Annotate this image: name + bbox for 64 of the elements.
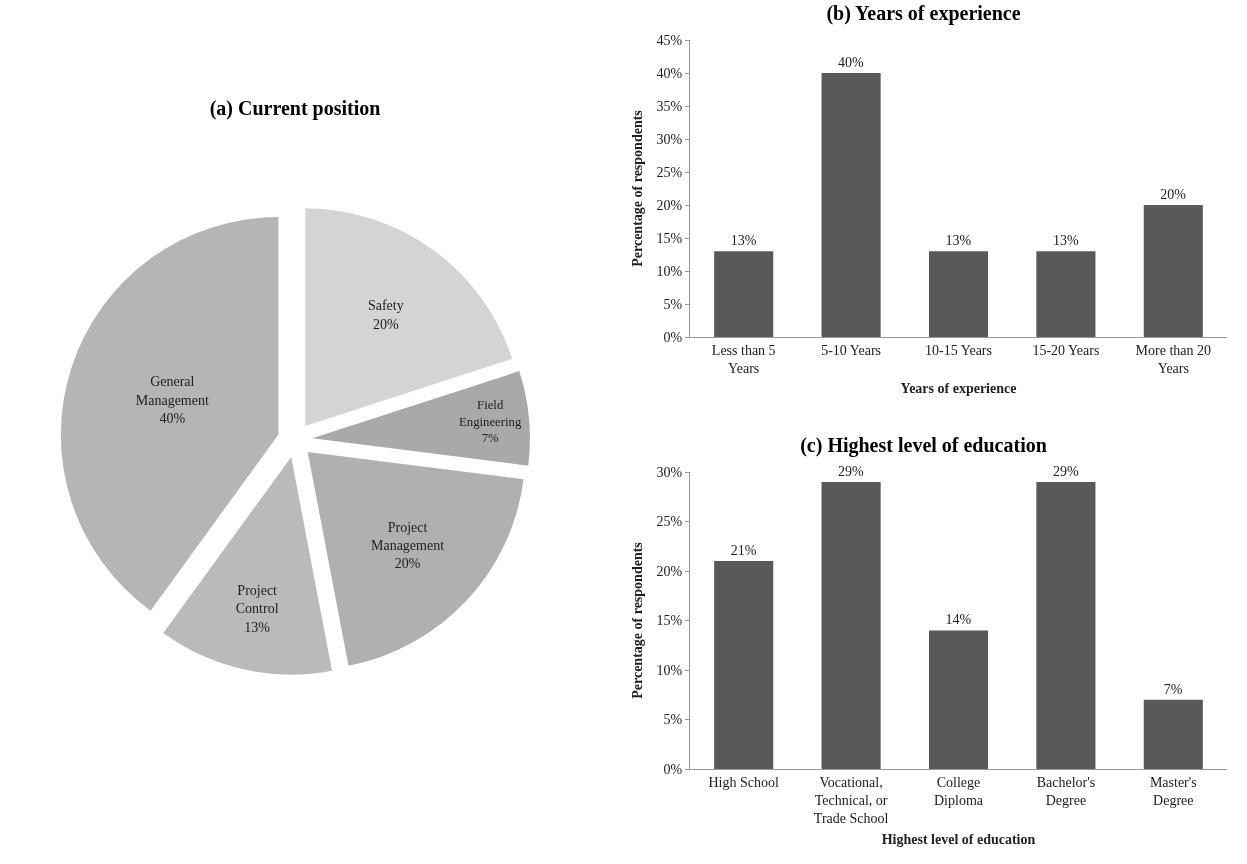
- x-tick-label: Less than 5 Years: [711, 342, 776, 376]
- bar: [714, 561, 774, 769]
- data-label: 29%: [838, 463, 865, 479]
- bar: [714, 251, 774, 337]
- bar: [928, 251, 989, 337]
- y-tick-label: 15%: [656, 230, 683, 246]
- y-tick-label: 5%: [663, 296, 683, 312]
- y-tick-label: 10%: [656, 662, 683, 678]
- y-tick-label: 35%: [656, 98, 683, 114]
- slice-label: Field Engineering: [459, 398, 522, 429]
- slice-label: Project Control: [235, 583, 279, 617]
- bar: [1036, 251, 1096, 337]
- chart-title: (c) Highest level of education: [800, 434, 1047, 458]
- data-label: 7%: [481, 431, 500, 446]
- bar: [1143, 205, 1203, 337]
- slice-label: Safety: [367, 298, 404, 314]
- y-tick-label: 0%: [663, 761, 683, 777]
- x-tick-label: More than 20 Years: [1135, 342, 1212, 376]
- y-tick-label: 15%: [656, 613, 683, 629]
- data-label: 29%: [1052, 463, 1079, 479]
- data-label: 13%: [1052, 233, 1079, 249]
- data-label: 7%: [1163, 681, 1183, 697]
- bar: [821, 481, 881, 769]
- y-tick-label: 10%: [656, 263, 683, 279]
- data-label: 13%: [730, 233, 757, 249]
- slice-label: Project Management: [370, 520, 445, 554]
- data-label: 13%: [244, 619, 271, 635]
- bar: [1036, 481, 1096, 769]
- y-tick-label: 40%: [656, 65, 683, 81]
- y-tick-label: 20%: [656, 197, 683, 213]
- y-tick-label: 5%: [663, 712, 683, 728]
- data-label: 20%: [372, 316, 399, 332]
- y-tick-label: 25%: [656, 164, 683, 180]
- data-label: 14%: [945, 612, 972, 628]
- chart-title: (b) Years of experience: [826, 2, 1021, 26]
- y-tick-label: 0%: [663, 329, 683, 345]
- bar: [928, 630, 989, 769]
- bar: [1143, 699, 1203, 769]
- data-label: 21%: [730, 543, 757, 559]
- x-tick-label: College Diploma: [934, 774, 984, 808]
- y-tick-label: 30%: [656, 131, 683, 147]
- x-axis-title: Highest level of education: [881, 831, 1036, 847]
- data-label: 40%: [159, 410, 186, 426]
- y-axis-title: Percentage of respondents: [630, 541, 646, 699]
- x-tick-label: Bachelor's Degree: [1036, 774, 1096, 808]
- x-tick-label: 5-10 Years: [821, 342, 882, 358]
- x-tick-label: 10-15 Years: [925, 342, 992, 358]
- slice-label: General Management: [135, 374, 209, 408]
- y-tick-label: 20%: [656, 563, 683, 579]
- y-tick-label: 30%: [656, 464, 683, 480]
- data-label: 40%: [838, 55, 865, 70]
- y-axis-title: Percentage of respondents: [630, 109, 646, 267]
- bar: [821, 73, 881, 337]
- data-label: 20%: [1160, 187, 1187, 202]
- chart-title: (a) Current position: [209, 97, 381, 120]
- x-axis-title: Years of experience: [900, 381, 1017, 397]
- x-tick-label: Vocational, Technical, or Trade School: [813, 774, 889, 827]
- data-label: 20%: [394, 556, 421, 572]
- x-tick-label: High School: [708, 774, 779, 790]
- data-label: 13%: [945, 233, 972, 249]
- y-tick-label: 45%: [656, 32, 683, 48]
- x-tick-label: 15-20 Years: [1032, 342, 1100, 358]
- y-tick-label: 25%: [656, 514, 683, 530]
- x-tick-label: Master's Degree: [1149, 774, 1197, 808]
